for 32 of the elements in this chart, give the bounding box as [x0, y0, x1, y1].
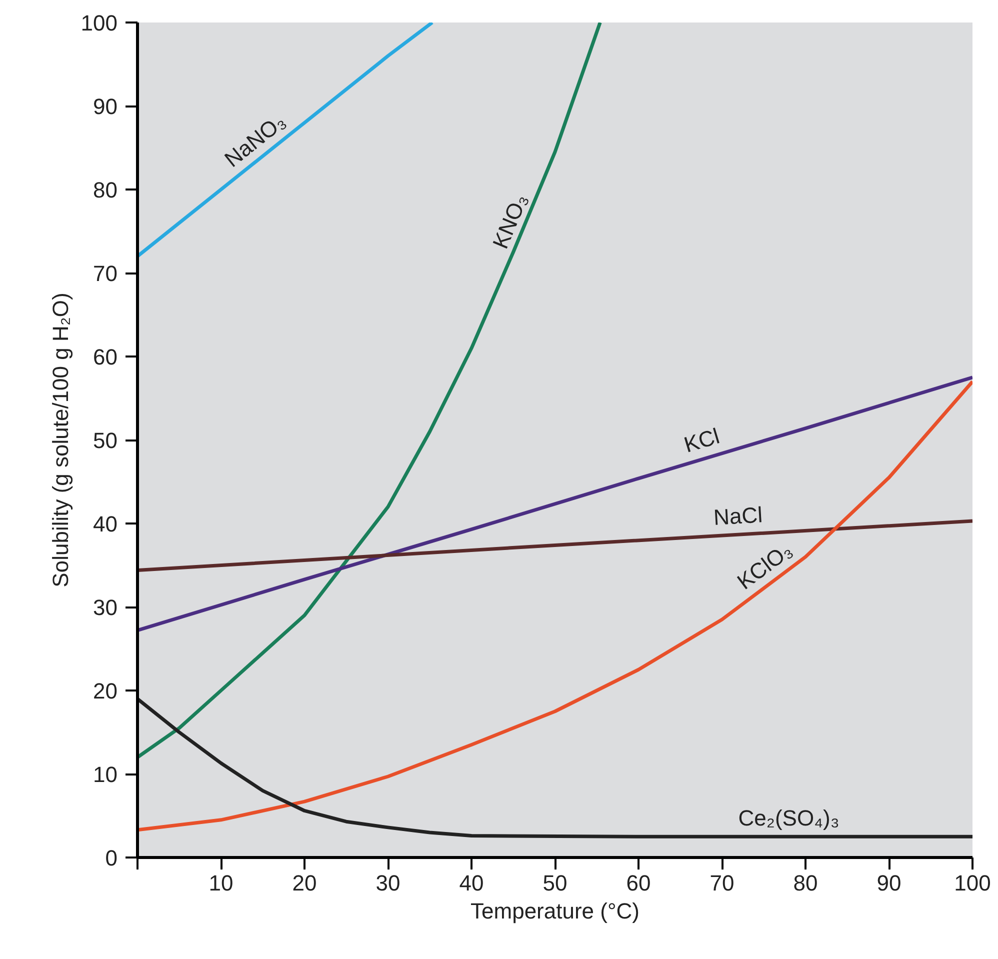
y-tick-label: 10 [93, 762, 118, 787]
y-tick-label: 80 [93, 178, 118, 202]
x-tick-label: 80 [793, 870, 818, 896]
y-tick-label: 40 [93, 512, 118, 536]
text: KNO₃ [488, 190, 532, 252]
line-series [138, 22, 434, 258]
x-tick-label: 40 [459, 870, 484, 896]
x-axis-title: Temperature (°C) [470, 898, 640, 924]
x-tick-label: 10 [208, 870, 234, 896]
line-series [138, 22, 602, 760]
x-tick-label: 20 [292, 870, 317, 896]
y-tick-label: 90 [93, 94, 118, 119]
y-tick-label: 70 [93, 261, 118, 286]
line-series [138, 380, 972, 832]
x-tick-label: 90 [876, 870, 902, 896]
x-tick-label: 60 [626, 870, 651, 896]
y-tick-label: 50 [93, 428, 118, 453]
y-tick-label: 100 [80, 10, 118, 36]
series-label: Ce₂(SO₄)₃ [738, 806, 840, 831]
x-tick-label: 100 [954, 870, 991, 896]
y-tick-label: 30 [93, 595, 118, 620]
x-tick-label: 30 [376, 870, 400, 896]
series-label: NaCl [712, 502, 764, 530]
y-axis-title: Solubility (g solute/100 g H₂O) [48, 292, 73, 588]
y-tick-label: 60 [93, 344, 118, 370]
y-tick-label: 20 [93, 678, 118, 704]
text: KCl [681, 423, 722, 458]
y-tick-label: 0 [105, 846, 118, 870]
x-tick-label: 50 [542, 870, 568, 896]
x-tick-label: 70 [710, 870, 734, 896]
line-series [138, 697, 972, 838]
line-series [138, 376, 972, 632]
